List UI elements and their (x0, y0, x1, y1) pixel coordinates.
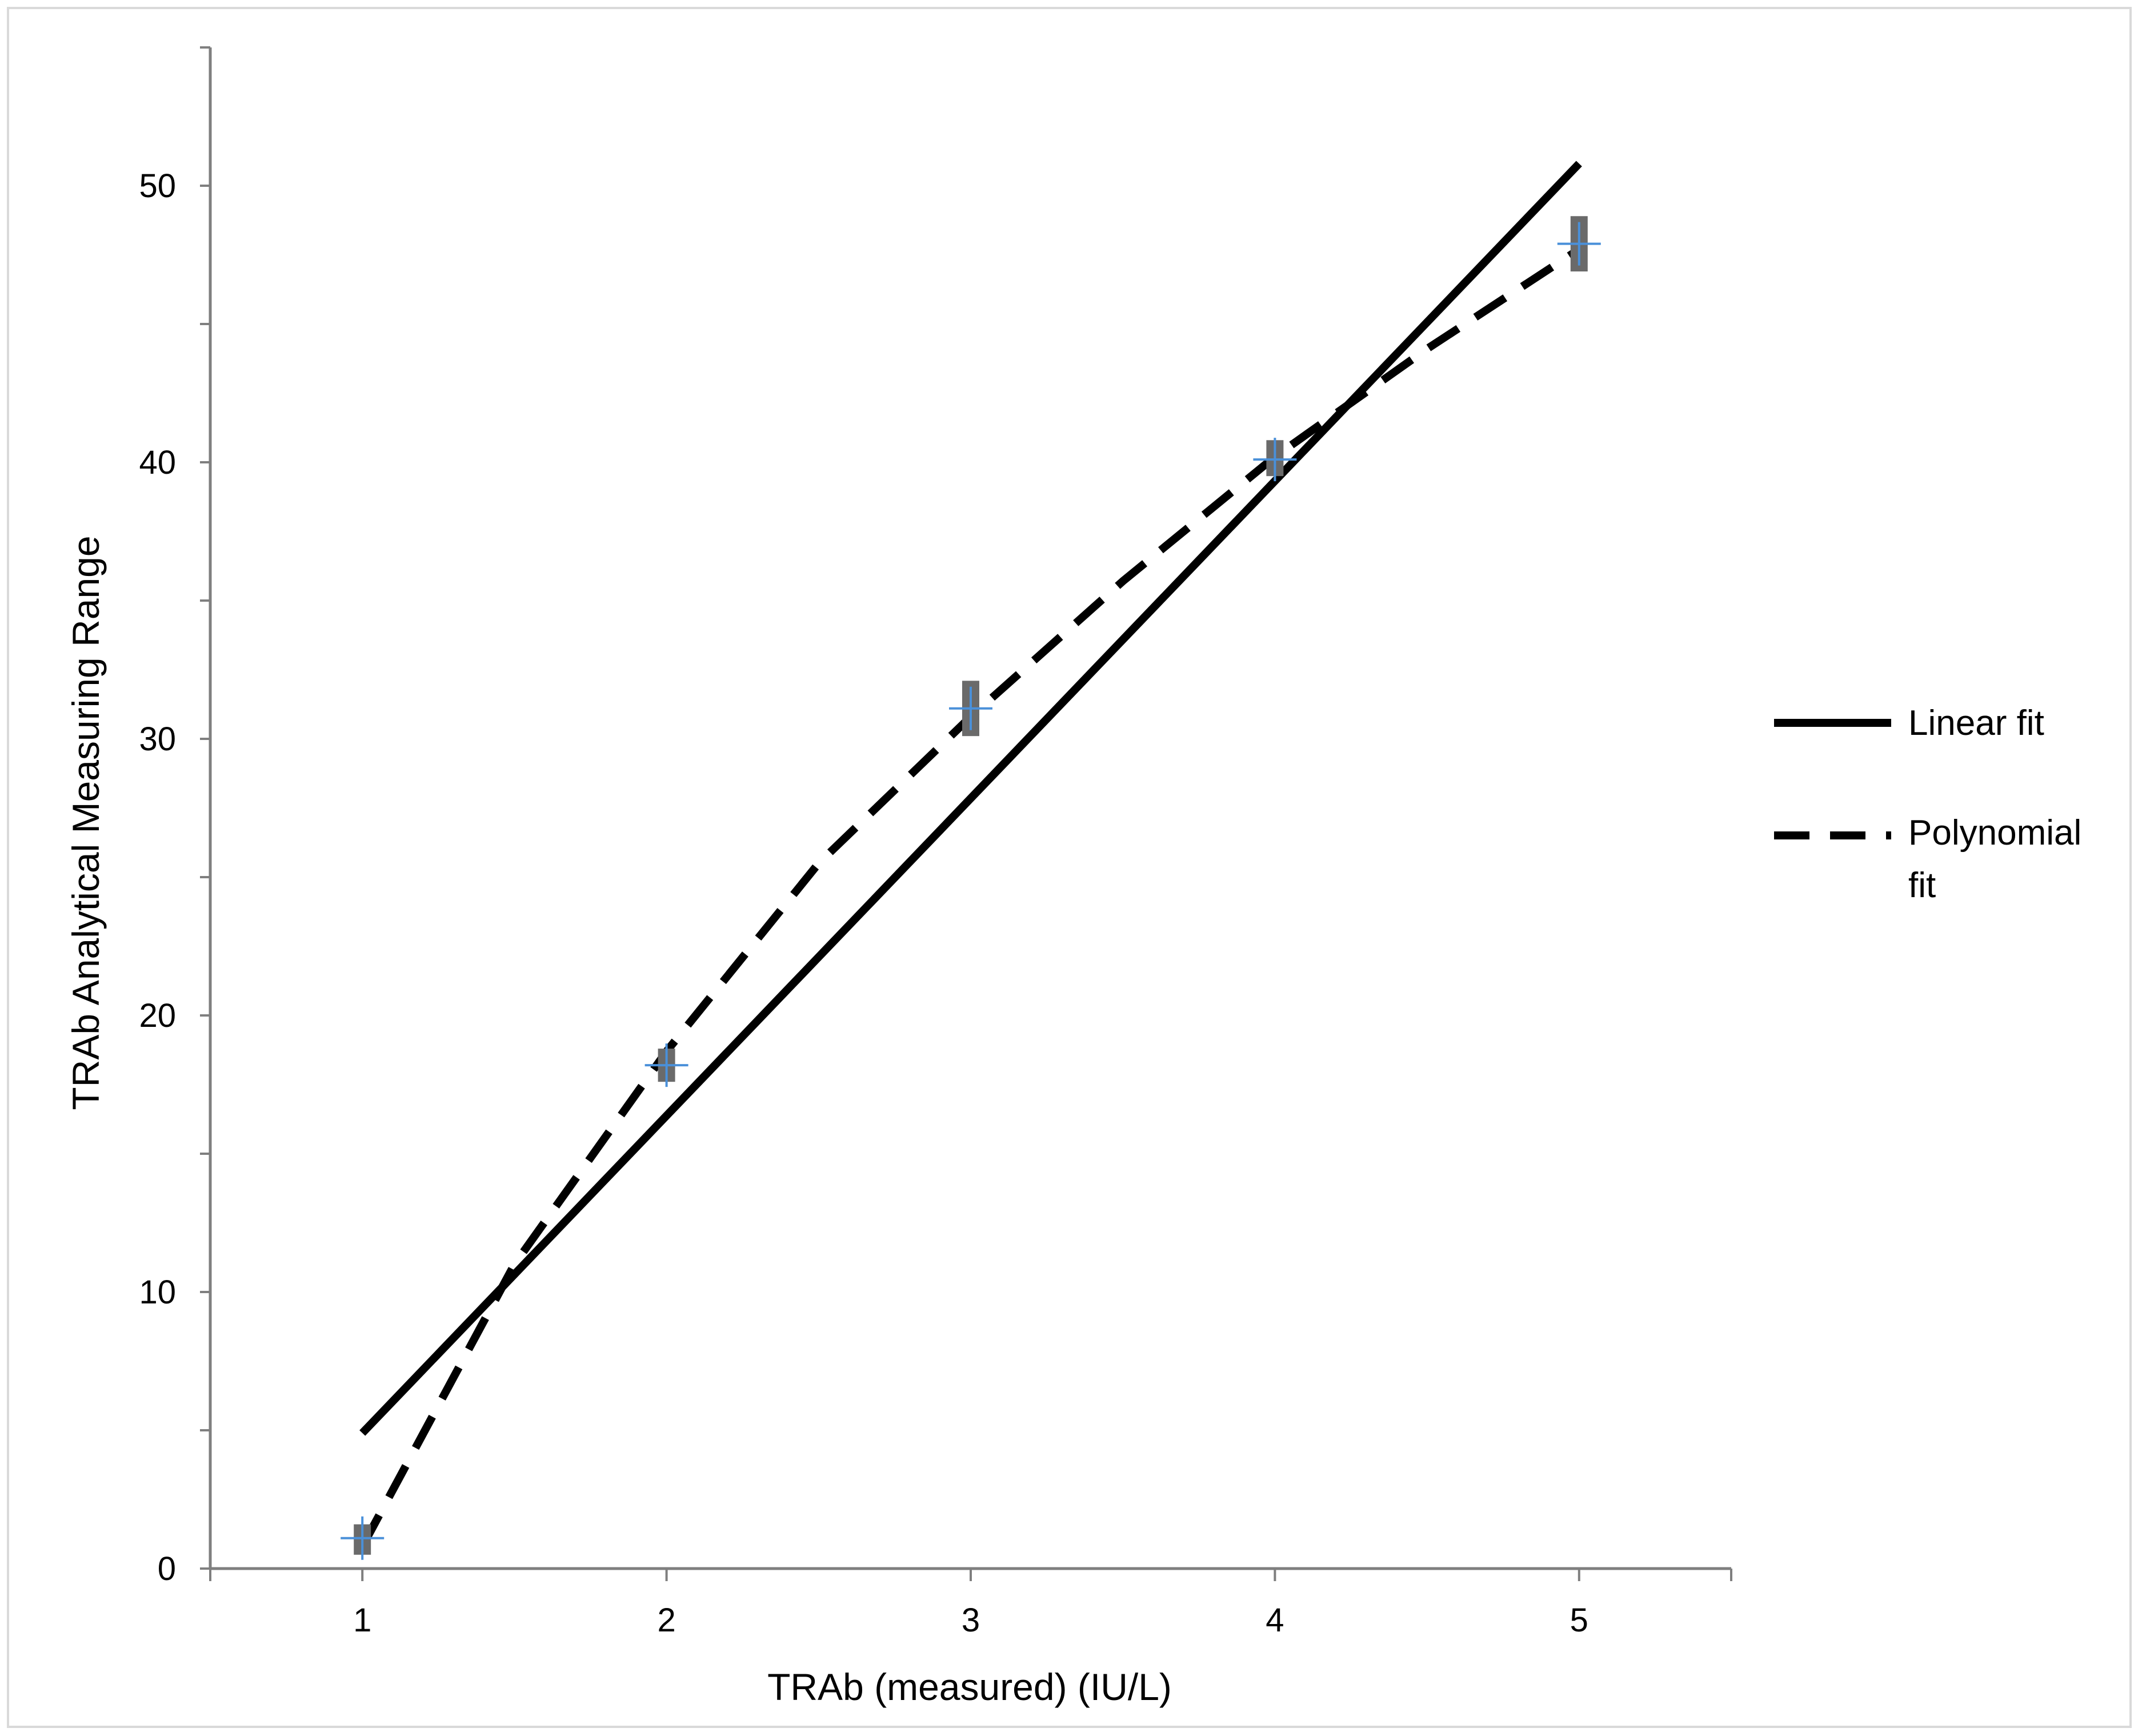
chart-frame (7, 7, 2132, 1728)
y-tick-label: 10 (139, 1274, 176, 1311)
axes (209, 47, 1731, 1570)
y-tick-label: 20 (139, 997, 176, 1034)
x-tick-label: 1 (353, 1602, 371, 1639)
x-axis-title: TRAb (measured) (IU/L) (767, 1666, 1172, 1708)
y-tick-label: 50 (139, 167, 176, 205)
x-tick-label: 5 (1570, 1602, 1588, 1639)
y-tick-label: 0 (158, 1550, 176, 1587)
x-tick-label: 4 (1266, 1602, 1284, 1639)
legend-label-linear-fit: Linear fit (1908, 703, 2044, 743)
x-tick-label: 2 (657, 1602, 675, 1639)
y-axis-ticks: 0 10 20 30 40 50 (139, 46, 210, 1587)
legend-item-linear-fit: Linear fit (1774, 703, 2044, 743)
series-line-polynomial-fit (359, 246, 1582, 1549)
legend-label-polynomial-fit: Polynomial fit (1908, 813, 2082, 905)
series-layer (359, 161, 1582, 1549)
legend-item-polynomial-fit: Polynomial fit (1774, 813, 2082, 905)
series-line-linear-fit (359, 161, 1582, 1436)
data-points (341, 216, 1601, 1560)
legend: Linear fit Polynomial fit (1774, 703, 2082, 905)
x-tick-label: 3 (962, 1602, 980, 1639)
y-axis-title: TRAb Analytical Measuring Range (65, 535, 107, 1110)
y-tick-label: 40 (139, 444, 176, 481)
x-axis-ticks: 1 2 3 4 5 (209, 1569, 1732, 1639)
y-tick-label: 30 (139, 721, 176, 758)
